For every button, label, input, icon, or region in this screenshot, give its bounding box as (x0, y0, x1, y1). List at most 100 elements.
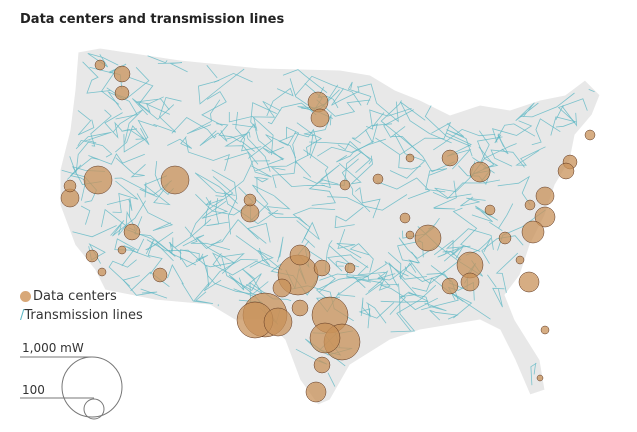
data-center (313, 259, 331, 277)
transmission-line (341, 158, 371, 213)
transmission-line (303, 114, 332, 137)
transmission-line (383, 109, 414, 138)
transmission-line (429, 309, 459, 321)
transmission-line (489, 203, 514, 232)
transmission-line (115, 157, 146, 178)
transmission-line (433, 180, 457, 210)
transmission-line (171, 116, 217, 139)
transmission-line (169, 237, 174, 253)
transmission-line (216, 123, 242, 143)
transmission-line (434, 172, 476, 199)
us-land (59, 47, 601, 406)
transmission-line (360, 297, 371, 318)
data-center (117, 245, 127, 255)
data-center (460, 272, 480, 292)
transmission-line (286, 126, 300, 164)
transmission-line (355, 186, 381, 219)
transmission-line (211, 252, 245, 274)
transmission-line (294, 128, 318, 159)
transmission-line (157, 62, 188, 73)
data-centers (60, 59, 596, 403)
transmission-line (132, 98, 170, 116)
data-center (344, 262, 356, 274)
transmission-line (206, 65, 218, 79)
transmission-line (185, 137, 230, 172)
transmission-line (433, 128, 496, 151)
data-center (305, 381, 327, 403)
transmission-line (75, 131, 112, 150)
data-center (160, 165, 190, 195)
data-center (399, 212, 411, 224)
data-center (535, 186, 555, 206)
transmission-line (377, 263, 413, 281)
transmission-line (336, 228, 362, 259)
transmission-line (316, 99, 371, 117)
transmission-line (106, 197, 133, 218)
transmission-line (588, 89, 595, 93)
transmission-line (140, 288, 168, 299)
transmission-line (192, 282, 214, 304)
data-center (536, 374, 544, 382)
transmission-line (184, 226, 231, 251)
transmission-line (487, 274, 497, 288)
transmission-line (515, 102, 539, 122)
transmission-line (266, 87, 294, 117)
transmission-line (80, 205, 91, 225)
transmission-line (112, 180, 139, 213)
data-center (515, 255, 525, 265)
data-center (310, 108, 330, 128)
data-center (414, 224, 442, 252)
transmission-line (335, 260, 360, 268)
transmission-line (107, 91, 138, 120)
transmission-line (121, 128, 145, 140)
transmission-line (390, 283, 416, 333)
legend-transmission-lines: /Transmission lines (20, 308, 143, 323)
transmission-line (408, 292, 447, 312)
transmission-line (357, 83, 399, 123)
transmission-line (481, 235, 524, 264)
transmission-line (331, 85, 360, 106)
transmission-line (317, 138, 387, 157)
transmission-line (425, 168, 448, 193)
transmission-line (253, 100, 281, 131)
transmission-line (319, 152, 361, 186)
transmission-line (465, 237, 492, 256)
transmission-line (380, 291, 429, 303)
transmission-line (228, 112, 274, 155)
transmission-line (309, 141, 373, 165)
transmission-line (211, 219, 259, 245)
transmission-line (421, 265, 459, 311)
transmission-line (334, 206, 364, 229)
transmission-line (130, 271, 170, 292)
transmission-line (235, 235, 271, 266)
size-legend (20, 356, 123, 420)
transmission-line (366, 302, 387, 324)
transmission-line (143, 175, 171, 206)
transmission-line (345, 276, 385, 292)
transmission-line (336, 140, 375, 163)
transmission-line (249, 249, 283, 271)
transmission-line (212, 253, 279, 276)
size-legend-large-label: 1,000 mW (22, 341, 84, 355)
data-center (313, 356, 331, 374)
data-center (263, 307, 293, 337)
transmission-line (268, 212, 307, 226)
transmission-line (278, 131, 297, 146)
transmission-line (452, 207, 481, 252)
transmission-line (308, 179, 336, 206)
transmission-line (515, 146, 546, 166)
transmission-line (398, 275, 438, 311)
transmission-line (351, 123, 393, 144)
transmission-line (262, 146, 285, 165)
transmission-line (110, 200, 146, 237)
transmission-line (114, 177, 147, 198)
transmission-line (122, 275, 158, 296)
data-center (518, 271, 540, 293)
transmission-line (88, 153, 145, 165)
transmission-line (375, 137, 421, 170)
data-center (405, 153, 415, 163)
transmission-line (446, 123, 473, 157)
legend-data-centers-label: Data centers (33, 289, 117, 304)
data-center (272, 278, 292, 298)
data-center (372, 173, 384, 185)
